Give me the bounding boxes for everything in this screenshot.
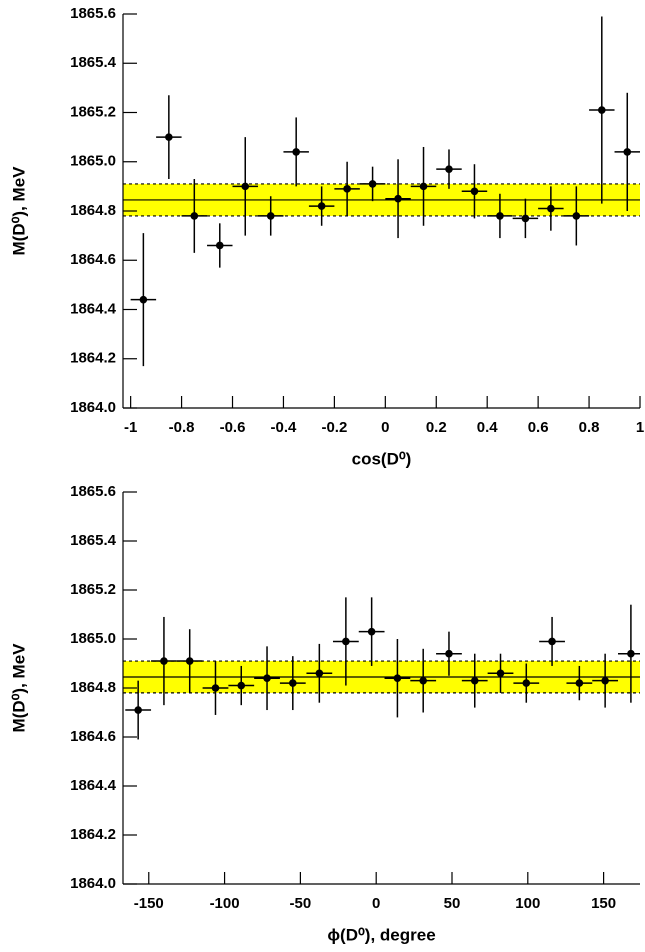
y-tick-label: 1864.2 xyxy=(70,826,116,843)
data-point xyxy=(215,241,224,250)
data-point xyxy=(343,185,351,193)
data-point xyxy=(134,706,142,714)
data-point xyxy=(289,679,297,687)
data-point xyxy=(160,657,168,665)
data-point xyxy=(521,214,530,223)
data-point xyxy=(470,187,479,196)
data-point xyxy=(522,679,531,687)
x-tick-label: -0.8 xyxy=(169,419,195,436)
y-axis-title: M(D⁰), MeV xyxy=(9,643,28,733)
y-tick-label: 1865.4 xyxy=(70,54,117,71)
data-point xyxy=(601,676,609,685)
y-axis-title: M(D⁰), MeV xyxy=(9,166,28,256)
y-tick-label: 1864.0 xyxy=(70,399,116,416)
y-tick-label: 1864.0 xyxy=(70,875,116,892)
data-point xyxy=(496,212,504,220)
y-tick-label: 1865.2 xyxy=(70,581,116,598)
y-tick-label: 1864.6 xyxy=(70,728,116,745)
data-point xyxy=(241,182,250,191)
x-tick-label: -50 xyxy=(290,895,312,912)
data-point xyxy=(237,681,246,690)
y-tick-label: 1864.8 xyxy=(70,679,116,696)
x-tick-label: -150 xyxy=(134,895,164,912)
x-tick-label: -1 xyxy=(124,419,137,436)
y-tick-label: 1865.6 xyxy=(70,5,116,22)
x-tick-label: 0.2 xyxy=(426,419,447,436)
data-point xyxy=(572,212,581,220)
y-tick-label: 1865.2 xyxy=(70,103,116,120)
y-tick-label: 1865.4 xyxy=(70,532,117,549)
data-point xyxy=(445,165,453,173)
y-tick-label: 1864.4 xyxy=(70,300,117,317)
x-tick-label: -0.6 xyxy=(220,419,246,436)
plot-area xyxy=(123,16,640,367)
data-point xyxy=(597,106,606,114)
y-tick-label: 1864.8 xyxy=(70,202,116,219)
data-point xyxy=(496,669,505,678)
data-point xyxy=(292,148,300,156)
data-point xyxy=(547,204,555,213)
x-tick-label: -0.2 xyxy=(321,419,347,436)
x-tick-label: 0 xyxy=(372,895,380,912)
x-tick-label: 150 xyxy=(591,895,616,912)
data-point xyxy=(394,194,402,203)
data-point xyxy=(470,676,479,685)
y-tick-label: 1865.0 xyxy=(70,630,116,647)
data-point xyxy=(266,212,275,220)
x-tick-label: 0.8 xyxy=(579,419,600,436)
x-axis-title: ϕ(D⁰), degree xyxy=(327,925,435,944)
data-point xyxy=(317,202,326,210)
data-point xyxy=(419,676,427,685)
data-point xyxy=(627,649,635,658)
data-point xyxy=(190,212,199,220)
data-point xyxy=(419,182,428,191)
x-tick-label: 50 xyxy=(444,895,461,912)
data-point xyxy=(623,148,632,156)
data-point xyxy=(445,649,453,658)
plot-area xyxy=(123,597,640,740)
x-tick-label: 1 xyxy=(636,419,644,436)
data-point xyxy=(139,295,148,304)
x-tick-label: 0.6 xyxy=(528,419,549,436)
x-tick-label: 0 xyxy=(381,419,389,436)
data-point xyxy=(165,133,173,141)
y-tick-label: 1865.0 xyxy=(70,153,116,170)
y-tick-label: 1865.6 xyxy=(70,483,116,500)
y-tick-label: 1864.4 xyxy=(70,777,117,794)
data-point xyxy=(263,674,271,682)
data-point xyxy=(575,679,584,687)
data-point xyxy=(211,684,220,692)
data-point xyxy=(185,657,194,665)
data-point xyxy=(368,180,377,188)
data-point xyxy=(342,637,350,646)
data-point xyxy=(548,637,556,646)
x-tick-label: -0.4 xyxy=(271,419,298,436)
data-point xyxy=(315,669,324,678)
x-tick-label: 100 xyxy=(515,895,540,912)
x-axis-title: cos(D⁰) xyxy=(352,449,412,468)
y-tick-label: 1864.6 xyxy=(70,251,116,268)
y-tick-label: 1864.2 xyxy=(70,350,116,367)
x-tick-label: -100 xyxy=(210,895,240,912)
data-point xyxy=(367,627,376,636)
data-point xyxy=(393,674,402,682)
x-tick-label: 0.4 xyxy=(477,419,499,436)
